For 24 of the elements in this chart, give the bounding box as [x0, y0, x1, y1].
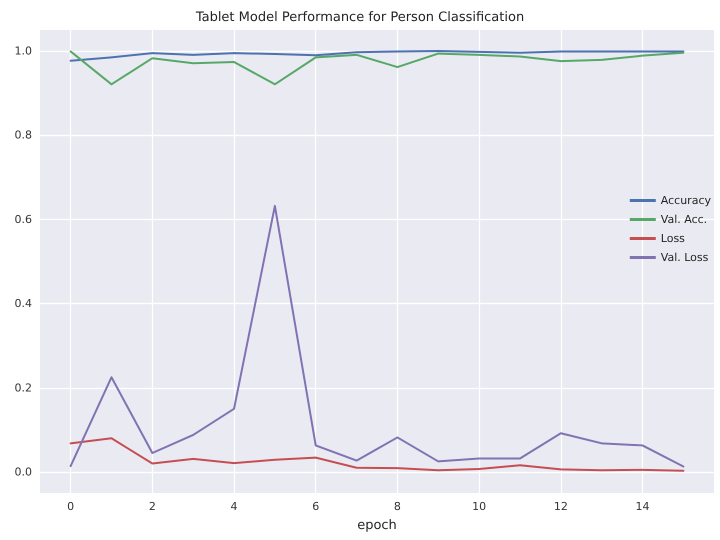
legend-label: Val. Loss [660, 251, 709, 264]
x-tick-label: 14 [636, 500, 650, 513]
line-series [70, 204, 684, 468]
y-tick-label: 0.2 [14, 381, 32, 394]
legend-label: Loss [660, 232, 686, 245]
line-series [70, 50, 684, 62]
y-tick-label: 0.6 [14, 212, 32, 226]
y-tick-label: 0.0 [14, 465, 32, 478]
x-tick-label: 0 [67, 500, 74, 513]
x-tick-label: 10 [472, 500, 486, 513]
x-tick-label: 8 [394, 500, 401, 513]
y-tick-label: 0.8 [14, 128, 32, 142]
x-tick-label: 6 [312, 500, 320, 513]
line-series [70, 50, 684, 86]
y-tick-label: 0.4 [14, 297, 32, 310]
legend-label: Accuracy [660, 194, 712, 207]
chart-title: Tablet Model Performance for Person Classification [194, 10, 524, 25]
legend-label: Val. Acc. [660, 213, 708, 226]
line-series [70, 437, 684, 472]
x-tick-label: 4 [230, 500, 238, 513]
x-tick-label: 2 [148, 500, 156, 513]
x-tick-label: 12 [554, 500, 568, 513]
x-axis-title: epoch [357, 518, 397, 533]
y-tick-label: 1.0 [14, 44, 32, 58]
